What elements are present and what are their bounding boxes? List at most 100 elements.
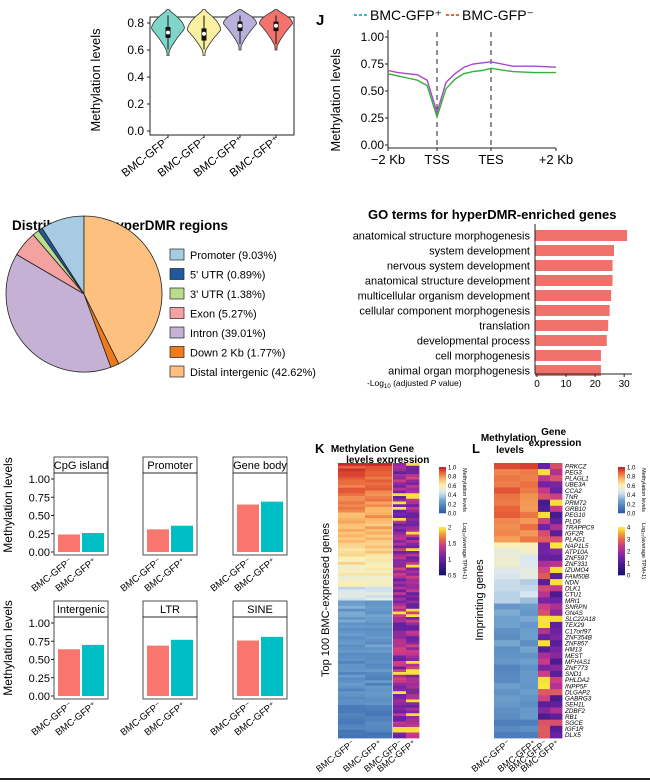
l-expr-cell [550,652,563,659]
k-expr-cell [406,694,420,698]
k-meth-cell [338,556,366,560]
facet-y-tick-3-4: 1.00 [29,618,50,630]
l-expr-cell [550,719,563,727]
k-meth-cell [365,622,393,626]
facets: CpG island0.000.250.500.751.00BMC-GFP⁻BM… [29,456,287,738]
facet-bar-0-0 [58,534,80,552]
k-meth-cell [338,540,366,544]
k-meth-cell [365,548,393,552]
k-expr-cell [406,523,420,527]
l-meth-legend-tick-1: 0.8 [627,475,636,481]
k-meth-legend-cell [439,483,446,486]
k-expr-cell [406,468,420,472]
k-expr-legend-cell [439,543,446,547]
go-x-tick-2: 20 [590,379,602,390]
k-meth-cell [338,463,366,467]
k-meth-cell [338,548,366,552]
facet-title-3: Intergenic [57,604,106,616]
k-meth-legend-cell [439,485,446,488]
go-category-1: system development [429,246,530,258]
l-meth-cell [520,585,547,592]
facet-frame-3 [53,616,109,700]
k-meth-cell [338,476,366,480]
k-meth-cell [365,512,393,516]
k-meth-cell [365,597,393,601]
k-meth-cell [365,509,393,513]
l-expr-cell [550,731,563,739]
k-meth-legend-cell [439,476,446,479]
k-expr-cell [393,617,407,621]
l-meth-cell [494,518,521,525]
k-meth-cell [365,691,393,695]
facet-bar-2-0 [237,504,259,552]
k-expr-cell [393,578,407,582]
k-meth-legend-title: Methylation levels [461,468,467,512]
k-meth-cell [365,529,393,533]
k-meth-cell [338,584,366,588]
l-expr-cell [538,628,551,635]
l-meth-cell [494,463,521,470]
k-meth-cell [365,493,393,497]
k-expr-cell [406,727,420,731]
l-expr-cell [538,615,551,623]
k-meth-legend-tick-2: 0.6 [448,484,457,490]
line-y-tick-3: 0.75 [361,57,385,71]
k-expr-cell [406,685,420,689]
k-expr-cell [393,496,407,500]
l-group-meth-line2: levels [496,445,524,456]
k-expr-cell [406,512,420,516]
l-meth-cell [520,640,547,647]
l-expr-cell [550,640,563,647]
k-expr-cell [406,592,420,596]
k-expr-legend-cell [439,563,446,566]
k-expr-cell [406,490,420,494]
k-expr-cell [406,680,420,684]
k-expr-cell [393,512,407,516]
facet-y-tick-3-3: 0.75 [29,636,50,648]
pie-slice-4 [5,254,112,373]
k-meth-cell [338,685,366,689]
k-meth-cell [338,531,366,535]
k-expr-cell [393,705,407,709]
l-meth-legend-cell [618,494,625,498]
l-expr-cell [538,664,551,672]
l-expr-cell [550,597,563,604]
l-meth-cell [494,499,521,507]
l-meth-legend-tick-2: 0.6 [627,484,636,490]
l-gene-label-10: TRAPPC9 [565,524,595,531]
violin-y-ticks: 0.0 0.2 0.4 0.6 0.8 [127,16,150,138]
facet-title-1: Promoter [147,460,193,472]
go-bar-9 [535,365,601,376]
k-meth-legend-cell [439,510,446,514]
l-meth-cell [520,652,547,659]
k-meth-legend-cell [439,501,446,505]
l-expr-cell [538,713,551,721]
l-meth-cell [520,469,547,476]
k-meth-cell [338,721,366,725]
l-expr-cell [550,554,563,562]
l-expr-legend-cell [618,560,625,564]
k-expr-cell [406,476,420,480]
k-meth-legend-cell [439,499,446,502]
line-y-tick-2: 0.50 [361,84,385,98]
l-expr-cell [550,511,563,519]
l-gene-label-6: PRMT2 [565,500,587,507]
k-expr-cell [406,526,420,530]
k-expr-cell [406,628,420,632]
k-expr-cell [406,710,420,714]
facet-3: Intergenic0.000.250.500.751.00BMC-GFP⁻BM… [29,600,109,738]
l-meth-cell [494,566,521,574]
go-bar-3 [535,275,613,286]
k-meth-cell [338,559,366,563]
k-expr-cell [406,707,420,711]
l-expr-legend-cell [618,565,625,569]
go-bar-6 [535,320,609,331]
k-meth-cell [365,534,393,538]
k-meth-cell [338,496,366,500]
line-series-0 [387,61,557,116]
k-expr-cell [406,677,420,681]
k-meth-cell [338,727,366,731]
k-meth-cell [338,650,366,654]
k-expr-cell [406,614,420,618]
k-meth-cell [365,542,393,546]
